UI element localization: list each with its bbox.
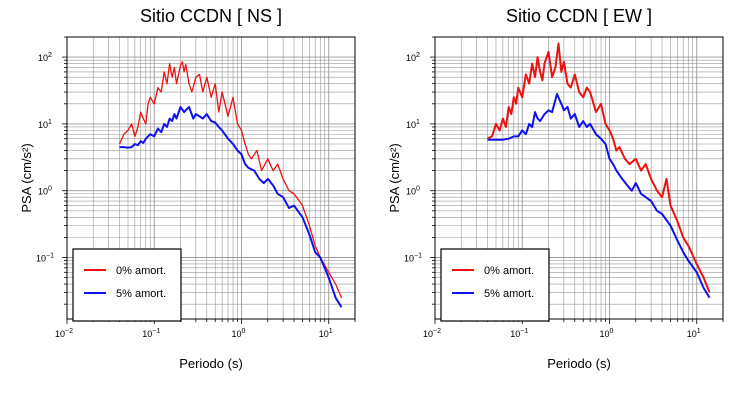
x-tick-base-ns: 10 — [55, 329, 65, 339]
y-tick-base-ns: 10 — [36, 253, 46, 263]
y-tick-base-ns: 10 — [38, 53, 48, 63]
x-tick-base-ns: 10 — [142, 329, 152, 339]
legend-box-ns — [72, 248, 182, 322]
y-tick-exp-ns: 0 — [48, 186, 52, 193]
y-tick-label-ew: 100 — [406, 186, 420, 197]
series-line-blue-ns — [119, 105, 343, 308]
y-tick-base-ns: 10 — [38, 187, 48, 197]
legend-label-red-ns: 0% amort. — [116, 265, 166, 277]
y-tick-exp-ew: 0 — [416, 186, 420, 193]
y-tick-base-ew: 10 — [406, 53, 416, 63]
y-tick-base-ns: 10 — [38, 120, 48, 130]
y-axis-label-ew: PSA (cm/s²) — [387, 143, 402, 212]
y-axis-label-ns: PSA (cm/s²) — [19, 143, 34, 212]
x-tick-exp-ns: 0 — [242, 328, 246, 335]
y-tick-exp-ew: 2 — [416, 52, 420, 59]
x-tick-base-ew: 10 — [423, 329, 433, 339]
y-tick-base-ew: 10 — [406, 187, 416, 197]
x-tick-exp-ns: −2 — [65, 328, 73, 335]
y-tick-label-ew: 10−1 — [404, 252, 422, 263]
legend-box-ew — [440, 248, 550, 322]
y-tick-base-ew: 10 — [404, 253, 414, 263]
legend-label-blue-ns: 5% amort. — [116, 288, 166, 300]
x-tick-exp-ns: −1 — [152, 328, 160, 335]
plot-frame-ns — [66, 36, 356, 320]
legend-ns: 0% amort. 5% amort. — [72, 248, 182, 322]
plot-frame-ew — [434, 36, 724, 320]
x-axis-label-ns: Periodo (s) — [179, 356, 243, 371]
x-tick-base-ew: 10 — [510, 329, 520, 339]
x-tick-label-ew: 101 — [687, 328, 701, 339]
y-tick-label-ew: 101 — [406, 119, 420, 130]
y-tick-exp-ns: 1 — [48, 119, 52, 126]
x-tick-base-ew: 10 — [687, 329, 697, 339]
x-tick-exp-ew: 1 — [697, 328, 701, 335]
x-tick-label-ns: 101 — [319, 328, 333, 339]
series-line-red-ns — [118, 61, 343, 298]
x-tick-label-ns: 100 — [232, 328, 246, 339]
x-tick-exp-ew: 0 — [610, 328, 614, 335]
legend-label-blue-ew: 5% amort. — [484, 288, 534, 300]
y-tick-exp-ns: 2 — [48, 52, 52, 59]
chart-title-ew: Sitio CCDN [ EW ] — [506, 6, 652, 26]
x-tick-label-ew: 100 — [600, 328, 614, 339]
series-ns — [118, 61, 343, 308]
chart-title-ns: Sitio CCDN [ NS ] — [140, 6, 282, 26]
y-tick-base-ew: 10 — [406, 120, 416, 130]
x-tick-base-ns: 10 — [232, 329, 242, 339]
series-line-blue-ew — [487, 93, 711, 299]
grid-ns — [66, 36, 356, 319]
legend-ew: 0% amort. 5% amort. — [440, 248, 550, 322]
y-tick-label-ew: 102 — [406, 52, 420, 63]
y-tick-label-ns: 10−1 — [36, 252, 54, 263]
y-tick-label-ns: 101 — [38, 119, 52, 130]
y-tick-exp-ew: −1 — [414, 252, 422, 259]
y-tick-label-ns: 102 — [38, 52, 52, 63]
x-tick-exp-ew: −1 — [520, 328, 528, 335]
series-line-red-ew — [487, 42, 711, 293]
x-axis-label-ew: Periodo (s) — [547, 356, 611, 371]
series-ew — [487, 42, 711, 299]
y-tick-exp-ew: 1 — [416, 119, 420, 126]
x-tick-exp-ew: −2 — [433, 328, 441, 335]
legend-label-red-ew: 0% amort. — [484, 265, 534, 277]
x-tick-label-ns: 10−1 — [142, 328, 160, 339]
x-tick-base-ew: 10 — [600, 329, 610, 339]
y-tick-label-ns: 100 — [38, 186, 52, 197]
x-tick-exp-ns: 1 — [329, 328, 333, 335]
x-tick-label-ns: 10−2 — [55, 328, 73, 339]
x-tick-label-ew: 10−2 — [423, 328, 441, 339]
x-tick-base-ns: 10 — [319, 329, 329, 339]
y-tick-exp-ns: −1 — [46, 252, 54, 259]
x-tick-label-ew: 10−1 — [510, 328, 528, 339]
